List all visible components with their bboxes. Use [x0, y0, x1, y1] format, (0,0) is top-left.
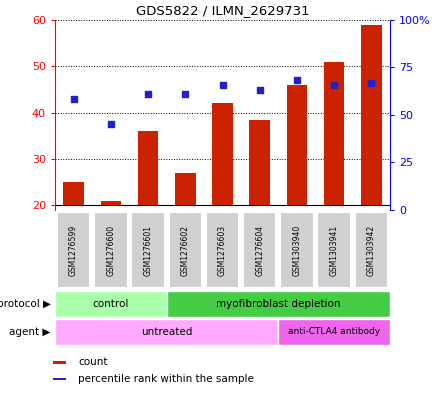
FancyBboxPatch shape — [169, 211, 202, 288]
Point — [219, 82, 226, 88]
Title: GDS5822 / ILMN_2629731: GDS5822 / ILMN_2629731 — [136, 4, 309, 17]
Text: untreated: untreated — [141, 327, 192, 337]
Text: GSM1276600: GSM1276600 — [106, 224, 115, 275]
Text: GSM1303941: GSM1303941 — [330, 224, 339, 275]
FancyBboxPatch shape — [317, 211, 351, 288]
Bar — [55, 319, 279, 345]
FancyBboxPatch shape — [206, 211, 239, 288]
FancyBboxPatch shape — [94, 211, 128, 288]
FancyBboxPatch shape — [57, 211, 90, 288]
Bar — [101, 201, 121, 206]
FancyBboxPatch shape — [355, 211, 388, 288]
Text: GSM1303940: GSM1303940 — [293, 224, 301, 275]
Text: myofibroblast depletion: myofibroblast depletion — [216, 299, 341, 309]
Bar — [279, 319, 390, 345]
Point — [330, 82, 337, 88]
Bar — [175, 173, 195, 206]
Point — [107, 121, 114, 127]
Point — [144, 91, 151, 97]
Text: percentile rank within the sample: percentile rank within the sample — [78, 374, 254, 384]
Point — [70, 95, 77, 102]
Point — [293, 77, 301, 83]
Bar — [324, 62, 345, 206]
FancyBboxPatch shape — [243, 211, 276, 288]
Bar — [249, 119, 270, 206]
Text: GSM1276601: GSM1276601 — [143, 224, 153, 275]
Text: count: count — [78, 357, 107, 367]
Point — [256, 86, 263, 93]
Text: GSM1276599: GSM1276599 — [69, 224, 78, 275]
Text: GSM1276604: GSM1276604 — [255, 224, 264, 275]
Text: control: control — [93, 299, 129, 309]
Bar — [167, 291, 390, 317]
Bar — [63, 182, 84, 206]
Point — [182, 91, 189, 97]
FancyBboxPatch shape — [280, 211, 314, 288]
Bar — [53, 378, 66, 380]
Bar — [212, 103, 233, 206]
Bar — [55, 291, 167, 317]
Point — [368, 79, 375, 86]
Bar — [287, 85, 307, 206]
Text: GSM1303942: GSM1303942 — [367, 224, 376, 275]
Text: agent ▶: agent ▶ — [9, 327, 51, 337]
Text: GSM1276603: GSM1276603 — [218, 224, 227, 275]
Text: anti-CTLA4 antibody: anti-CTLA4 antibody — [288, 327, 380, 336]
Text: GSM1276602: GSM1276602 — [181, 224, 190, 275]
Bar — [53, 361, 66, 364]
FancyBboxPatch shape — [131, 211, 165, 288]
Bar — [361, 25, 381, 206]
Bar — [138, 131, 158, 206]
Text: protocol ▶: protocol ▶ — [0, 299, 51, 309]
